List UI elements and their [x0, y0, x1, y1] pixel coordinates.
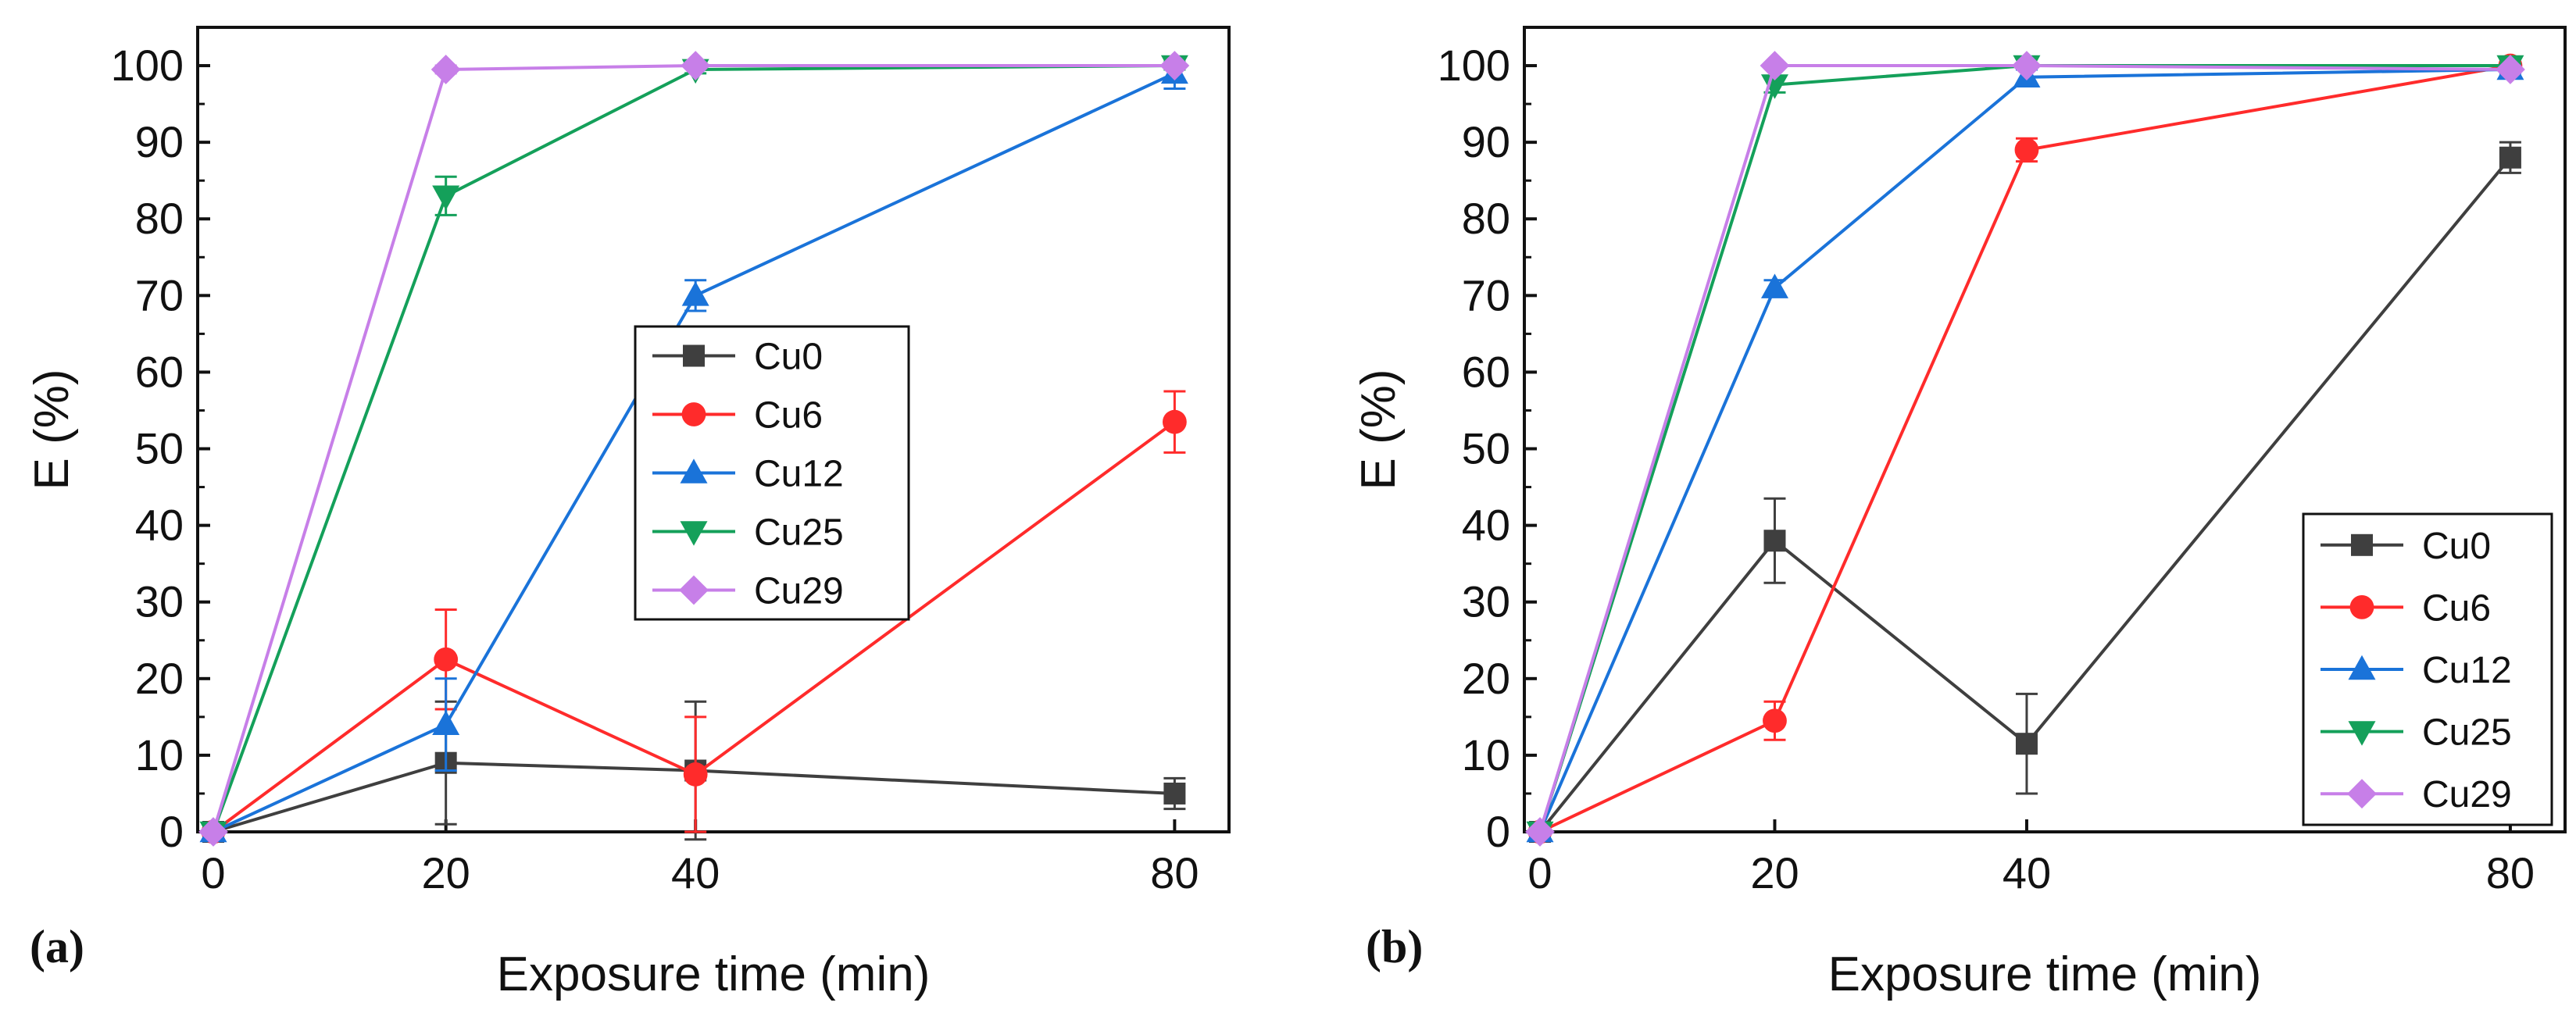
x-tick-label: 40 [2003, 848, 2051, 897]
legend-marker [679, 575, 709, 605]
y-tick-label: 50 [135, 424, 184, 473]
y-tick-label: 30 [1462, 577, 1510, 626]
data-point [1163, 782, 1186, 805]
plot-frame [196, 26, 1231, 833]
series-cu0 [1529, 141, 2521, 843]
y-tick-label: 20 [1462, 654, 1510, 703]
legend: Cu0 Cu6 Cu12 Cu25 Cu29 [634, 325, 910, 621]
data-point [2496, 55, 2525, 84]
data-point [434, 647, 459, 672]
y-tick-label: 70 [135, 270, 184, 319]
legend-marker [2348, 655, 2376, 680]
data-point [1760, 74, 1788, 99]
data-point [1760, 51, 1790, 80]
series-line [213, 72, 1176, 833]
y-tick-label: 70 [1462, 270, 1510, 319]
panel-label: (b) [1366, 921, 1423, 972]
y-tick-label: 50 [1462, 424, 1510, 473]
legend-label: Cu25 [2422, 712, 2512, 754]
y-tick-label: 0 [1486, 807, 1510, 856]
data-point [681, 51, 711, 80]
data-point [1760, 273, 1788, 298]
y-tick-label: 10 [135, 730, 184, 780]
series-line [212, 64, 1175, 833]
x-tick-label: 40 [671, 848, 720, 897]
legend-marker [680, 458, 708, 483]
y-tick-label: 90 [1462, 117, 1510, 166]
x-tick-label: 20 [422, 848, 470, 897]
x-axis-title: Exposure time (min) [497, 947, 931, 1001]
legend-marker [2348, 721, 2376, 746]
data-point [681, 281, 709, 306]
y-tick-label: 60 [135, 347, 184, 396]
series-line [213, 761, 1175, 833]
legend-marker [2347, 779, 2377, 809]
y-tick-label: 20 [135, 654, 184, 703]
legend-marker [2349, 595, 2374, 619]
data-point [1525, 817, 1555, 847]
series-line [1538, 156, 2512, 833]
series-line [212, 420, 1176, 833]
series-line [212, 64, 1175, 833]
legend-label: Cu29 [754, 571, 844, 612]
plot-frame [1523, 26, 2567, 833]
legend: Cu0 Cu6 Cu12 Cu25 Cu29 [2302, 512, 2553, 826]
series-cu29 [1525, 51, 2525, 847]
data-point [1763, 708, 1787, 733]
data-point [2015, 733, 2038, 755]
data-point [2499, 146, 2521, 169]
legend-label: Cu12 [754, 454, 844, 495]
y-axis-title: E (%) [1352, 369, 1406, 491]
legend-marker [2351, 533, 2373, 556]
y-tick-label: 90 [135, 117, 184, 166]
data-point [1162, 409, 1187, 434]
data-point [432, 185, 460, 211]
x-tick-label: 80 [2486, 848, 2535, 897]
data-point [2014, 137, 2039, 162]
y-tick-label: 80 [1462, 194, 1510, 243]
legend-marker [681, 402, 706, 426]
x-tick-label: 80 [1150, 848, 1199, 897]
legend-label: Cu6 [754, 395, 823, 437]
chart-panel-2: 0 10 20 30 40 50 60 70 80 90 100 0 20 40 80 Exposure ti… [1352, 26, 2567, 1001]
x-tick-label: 0 [1527, 848, 1552, 897]
legend-label: Cu6 [2422, 587, 2491, 629]
data-point [683, 762, 708, 787]
series-line [1538, 67, 2510, 833]
y-tick-label: 100 [1438, 41, 1510, 90]
series-cu29 [198, 51, 1190, 847]
y-tick-label: 100 [111, 41, 184, 90]
data-point [432, 710, 460, 735]
series-line [1538, 64, 2510, 833]
legend-label: Cu29 [2422, 774, 2512, 815]
x-axis-title: Exposure time (min) [1828, 947, 2262, 1001]
data-point [198, 817, 228, 847]
legend-label: Cu0 [2422, 526, 2491, 567]
legend-marker [680, 521, 708, 546]
y-tick-label: 10 [1462, 730, 1510, 780]
legend-marker [683, 344, 705, 367]
x-tick-label: 20 [1750, 848, 1799, 897]
data-point [2012, 51, 2042, 80]
y-tick-label: 40 [135, 501, 184, 550]
x-tick-label: 0 [201, 848, 225, 897]
y-tick-label: 80 [135, 194, 184, 243]
data-point [431, 55, 461, 84]
series-line [1538, 64, 2510, 833]
legend-label: Cu12 [2422, 650, 2512, 691]
legend-label: Cu25 [754, 512, 844, 554]
series-line [1539, 64, 2511, 833]
chart-panel-1: 0 10 20 30 40 50 60 70 80 90 100 0 20 40 80 Exposure ti… [25, 26, 1231, 1001]
y-tick-label: 0 [159, 807, 184, 856]
y-tick-label: 60 [1462, 347, 1510, 396]
data-point [1763, 530, 1786, 552]
panel-label: (a) [30, 921, 84, 972]
y-tick-label: 30 [135, 577, 184, 626]
y-axis-title: E (%) [25, 369, 79, 491]
legend-label: Cu0 [754, 337, 823, 378]
y-tick-label: 40 [1462, 501, 1510, 550]
data-point [1159, 51, 1190, 80]
